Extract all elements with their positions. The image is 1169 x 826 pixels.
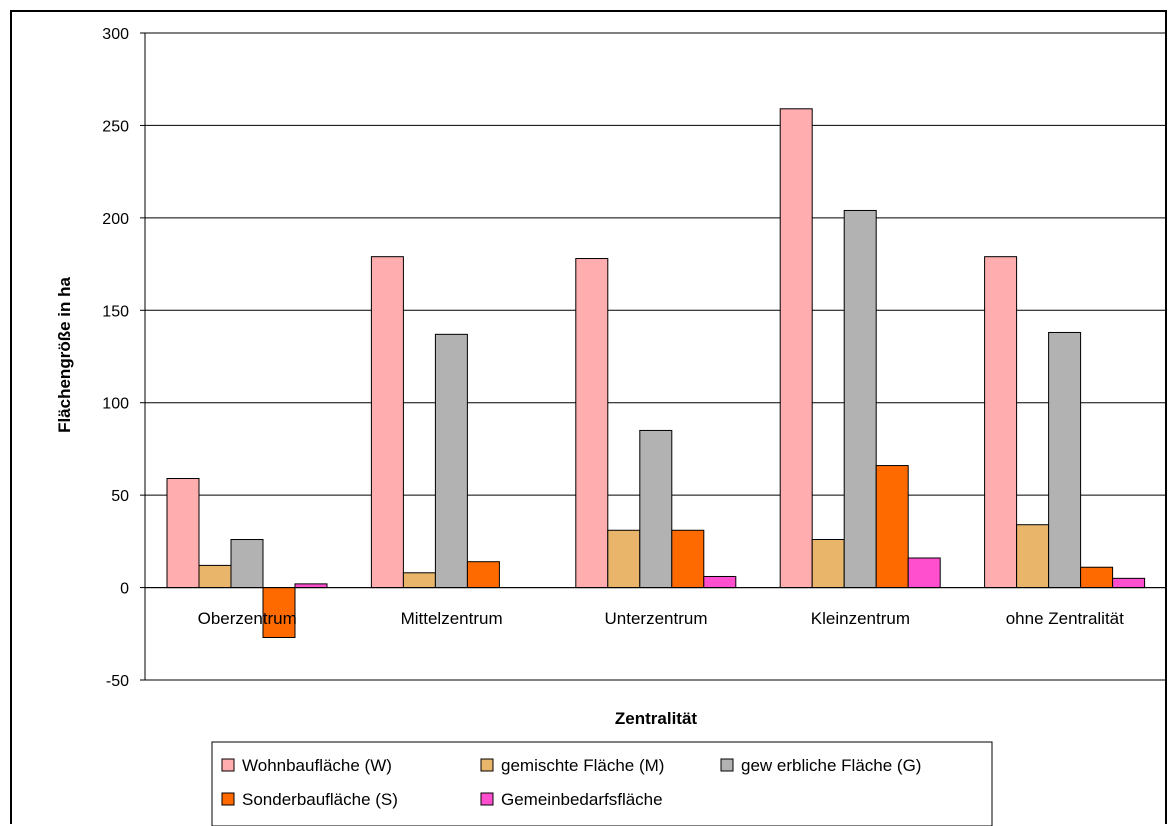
bar <box>434 333 468 589</box>
bar <box>607 529 641 589</box>
y-tick-label: 150 <box>102 303 129 320</box>
bar <box>230 539 264 589</box>
legend-label: Gemeinbedarfsfläche <box>501 790 663 809</box>
bar <box>779 108 813 589</box>
bar <box>466 561 500 589</box>
bar <box>370 256 404 589</box>
bar <box>811 539 845 589</box>
bar <box>639 429 673 589</box>
legend-swatch <box>221 792 235 806</box>
bar <box>294 583 328 589</box>
legend-box <box>211 741 993 826</box>
y-tick-label: 0 <box>120 581 129 598</box>
legend: Wohnbaufläche (W) gemischte Fläche (M) gew… <box>211 741 993 826</box>
legend-label: Wohnbaufläche (W) <box>242 756 392 775</box>
x-category-label: Kleinzentrum <box>811 609 910 628</box>
y-tick-label: -50 <box>106 673 129 690</box>
legend-swatch <box>480 792 494 806</box>
x-category-label: Oberzentrum <box>198 609 297 628</box>
bar <box>198 564 232 589</box>
x-category-label: ohne Zentralität <box>1006 609 1124 628</box>
x-category-labels: Oberzentrum Mittelzentrum Unterzentrum Klei… <box>198 609 1125 628</box>
bar <box>984 256 1018 589</box>
y-tick-label: 50 <box>111 488 129 505</box>
y-tick-label: 200 <box>102 211 129 228</box>
bar <box>907 557 941 589</box>
x-axis-title: Zentralität <box>615 709 698 728</box>
bar <box>671 529 705 589</box>
bar <box>1080 566 1114 589</box>
y-tick-labels: 300 250 200 150 100 50 0 -50 <box>102 26 129 690</box>
legend-label: gew erbliche Fläche (G) <box>741 756 921 775</box>
bar <box>1016 524 1050 589</box>
bar <box>1112 577 1146 589</box>
axes <box>144 33 1167 680</box>
legend-swatch <box>480 758 494 772</box>
bar <box>1048 331 1082 589</box>
legend-swatch <box>720 758 734 772</box>
legend-label: gemischte Fläche (M) <box>501 756 664 775</box>
bar <box>843 209 877 589</box>
legend-swatch <box>221 758 235 772</box>
y-tick-label: 100 <box>102 396 129 413</box>
bar <box>166 478 200 589</box>
bar <box>575 258 609 589</box>
bars <box>166 108 1146 638</box>
bar <box>402 572 436 589</box>
bar <box>262 587 296 638</box>
bar <box>875 465 909 589</box>
y-tick-label: 250 <box>102 118 129 135</box>
bar <box>703 575 737 589</box>
x-category-label: Mittelzentrum <box>401 609 503 628</box>
y-axis-title: Flächengröße in ha <box>55 277 74 433</box>
y-tick-label: 300 <box>102 26 129 43</box>
x-category-label: Unterzentrum <box>605 609 708 628</box>
legend-label: Sonderbaufläche (S) <box>242 790 398 809</box>
